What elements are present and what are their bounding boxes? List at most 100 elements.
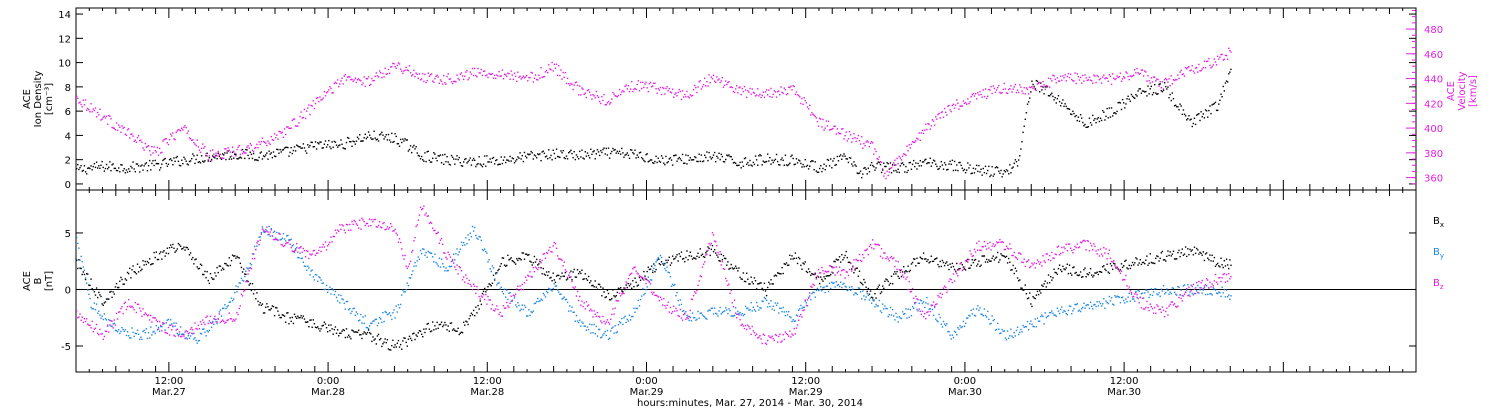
data-point <box>455 330 457 332</box>
data-point <box>502 78 505 80</box>
data-point <box>873 153 875 155</box>
data-point <box>765 299 768 302</box>
data-point <box>465 71 467 73</box>
data-point <box>1158 83 1160 86</box>
data-point <box>733 161 736 164</box>
data-point <box>627 154 630 157</box>
data-point <box>927 123 929 125</box>
data-point <box>416 73 418 76</box>
data-point <box>145 263 148 266</box>
data-point <box>82 271 85 273</box>
data-point <box>896 316 898 318</box>
data-point <box>334 326 337 328</box>
data-point <box>834 164 836 166</box>
data-point <box>932 159 935 161</box>
data-point <box>391 65 393 68</box>
data-point <box>143 264 145 266</box>
data-point <box>275 238 277 241</box>
data-point <box>894 164 896 166</box>
data-point <box>904 312 906 315</box>
data-point <box>296 246 298 249</box>
data-point <box>793 85 795 88</box>
data-point <box>221 307 224 310</box>
data-point <box>727 155 729 157</box>
data-point <box>625 153 627 156</box>
data-point <box>221 267 224 269</box>
data-point <box>248 270 250 272</box>
data-point <box>739 86 741 88</box>
data-point <box>384 311 386 313</box>
data-point <box>292 322 295 325</box>
data-point <box>416 260 418 262</box>
data-point <box>649 159 652 161</box>
data-point <box>257 240 259 242</box>
data-point <box>721 155 724 158</box>
data-point <box>740 167 742 169</box>
data-point <box>897 321 899 323</box>
data-point <box>406 345 408 347</box>
data-point <box>82 99 85 101</box>
data-point <box>880 171 883 174</box>
data-point <box>941 111 944 113</box>
data-point <box>837 160 840 162</box>
data-point <box>1023 125 1025 127</box>
data-point <box>422 72 424 75</box>
data-point <box>749 159 751 162</box>
data-point <box>501 162 504 165</box>
data-point <box>393 63 395 65</box>
data-point <box>685 96 687 98</box>
data-point <box>1066 75 1069 78</box>
data-point <box>338 144 340 147</box>
data-point <box>296 144 298 146</box>
data-point <box>1090 274 1093 276</box>
data-point <box>655 155 657 158</box>
data-point <box>451 156 454 158</box>
data-point <box>776 160 779 163</box>
data-point <box>178 164 181 167</box>
data-point <box>328 324 330 326</box>
data-point <box>396 234 399 236</box>
data-point <box>911 163 914 166</box>
data-point <box>375 226 378 228</box>
data-point <box>146 337 149 340</box>
data-point <box>1121 98 1124 101</box>
data-point <box>653 82 655 85</box>
data-point <box>1005 255 1008 258</box>
data-point <box>82 321 85 324</box>
data-point <box>853 133 855 135</box>
data-point <box>184 331 186 333</box>
data-point <box>833 157 835 160</box>
data-point <box>827 120 830 123</box>
data-point <box>428 251 431 254</box>
data-point <box>779 164 781 166</box>
data-point <box>226 319 228 322</box>
data-point <box>94 294 97 296</box>
data-point <box>288 240 290 242</box>
data-point <box>676 254 678 256</box>
data-point <box>1053 99 1055 101</box>
data-point <box>548 271 550 273</box>
data-point <box>1043 323 1045 325</box>
data-point <box>779 307 781 310</box>
data-point <box>158 169 161 171</box>
data-point <box>1103 298 1105 300</box>
data-point <box>742 165 745 168</box>
data-point <box>1058 312 1061 315</box>
data-point <box>669 91 672 93</box>
data-point <box>224 304 226 306</box>
data-point <box>800 264 802 267</box>
data-point <box>244 273 246 275</box>
data-point <box>141 268 143 270</box>
data-point <box>748 164 750 167</box>
data-point <box>817 125 820 127</box>
data-point <box>144 312 146 314</box>
data-point <box>262 140 265 143</box>
data-point <box>1002 173 1004 175</box>
data-point <box>329 146 331 148</box>
data-point <box>187 248 190 251</box>
data-point <box>270 135 272 138</box>
data-point <box>130 337 132 339</box>
data-point <box>258 236 260 238</box>
data-point <box>708 74 710 76</box>
data-point <box>1188 65 1190 68</box>
